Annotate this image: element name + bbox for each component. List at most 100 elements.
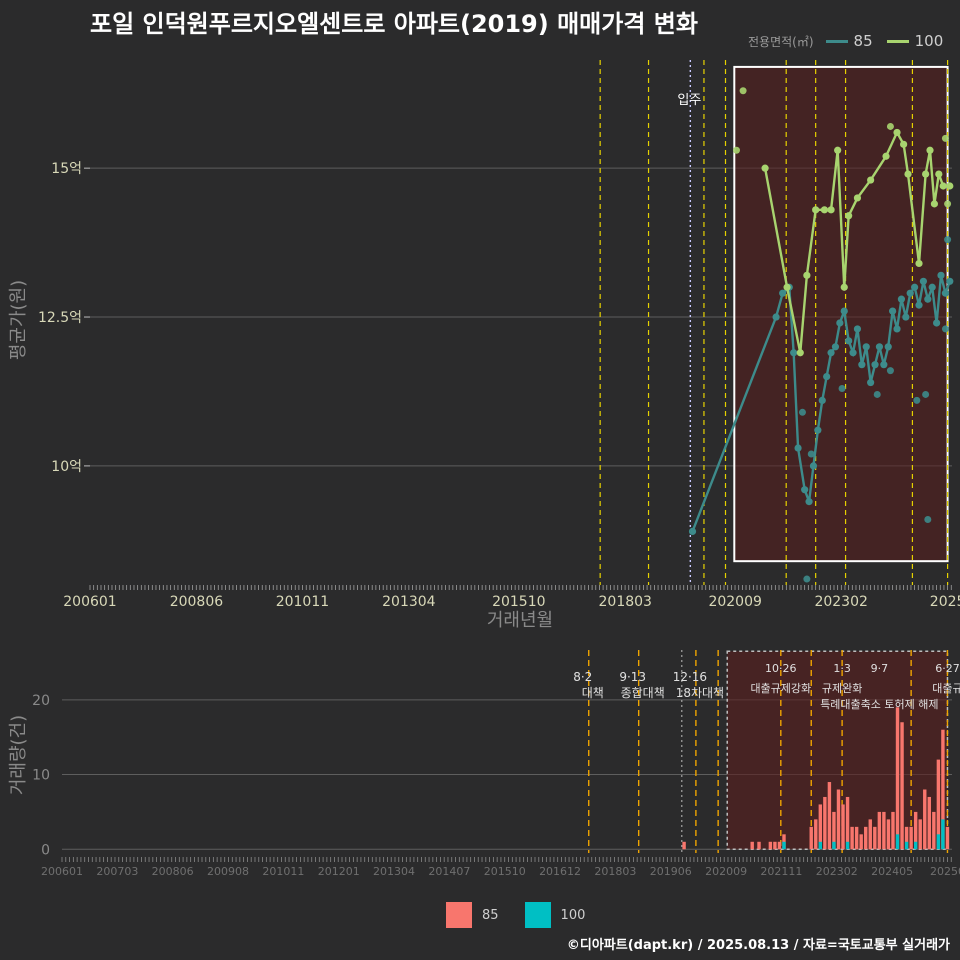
series-point-100 [803, 271, 811, 279]
bar-85 [923, 789, 927, 850]
scatter-point [838, 384, 846, 392]
series-point-85 [794, 444, 802, 452]
policy-date-label: 9·7 [871, 662, 889, 675]
scatter-point [873, 390, 881, 398]
bar-85 [823, 796, 827, 850]
series-point-85 [928, 283, 936, 291]
series-point-85 [946, 277, 954, 285]
scatter-point [924, 515, 932, 523]
series-point-100 [915, 259, 923, 268]
bottom-x-tick-label: 201612 [539, 865, 581, 878]
top-x-axis-label: 거래년월 [487, 610, 553, 631]
legend-bottom-swatch-100 [524, 902, 551, 928]
top-y-tick-label: 10억 [51, 459, 82, 475]
series-point-100 [827, 206, 835, 214]
bar-85 [768, 841, 773, 850]
series-point-85 [801, 486, 809, 494]
scatter-point [733, 146, 740, 154]
bar-85 [850, 826, 854, 850]
series-point-100 [930, 200, 939, 208]
bar-85 [918, 819, 922, 850]
bar-85 [773, 841, 777, 850]
series-point-85 [893, 325, 901, 333]
series-point-100 [820, 206, 829, 214]
bar-85 [927, 796, 931, 850]
bottom-x-tick-label: 200908 [207, 865, 249, 878]
top-x-tick-label: 202302 [814, 594, 867, 610]
bottom-y-tick-label: 10 [32, 768, 50, 784]
series-point-100 [783, 283, 791, 291]
scatter-point [944, 200, 952, 208]
legend-top-swatch-85 [825, 39, 848, 43]
top-x-tick-label: 202009 [708, 594, 761, 610]
series-point-85 [823, 372, 831, 381]
series-point-100 [922, 170, 930, 178]
series-point-85 [862, 343, 870, 351]
bottom-y-tick-label: 0 [41, 842, 50, 858]
series-point-100 [900, 140, 908, 148]
scatter-point [941, 134, 949, 142]
top-y-tick-label: 12.5억 [38, 310, 82, 326]
series-point-85 [897, 295, 906, 303]
bar-85 [832, 811, 836, 850]
policy-date-label: 9·13 [619, 670, 646, 684]
top-x-tick-label: 201011 [276, 594, 329, 610]
legend-top-title: 전용면적(㎡) [748, 34, 814, 49]
bar-85 [818, 804, 823, 850]
scatter-point [913, 396, 921, 404]
scatter-point [886, 122, 894, 130]
series-point-85 [845, 337, 853, 345]
bar-100 [895, 834, 900, 850]
bar-85 [836, 789, 841, 850]
series-point-100 [853, 194, 862, 202]
policy-date-label: 8·2 [573, 670, 592, 684]
series-point-100 [946, 182, 954, 190]
bar-85 [909, 826, 913, 850]
bar-85 [868, 819, 872, 850]
series-point-100 [840, 283, 848, 291]
top-x-tick-label: 200806 [170, 594, 224, 610]
series-point-85 [849, 349, 857, 357]
top-x-tick-label: 200601 [63, 594, 116, 610]
series-point-85 [814, 426, 822, 434]
policy-text-label: 대출규제강화 [750, 682, 811, 695]
legend-top: 전용면적(㎡) 85 100 [748, 32, 951, 50]
bar-85 [777, 841, 782, 850]
series-point-100 [867, 176, 875, 184]
bar-100 [832, 841, 836, 850]
movein-label: 입주 [677, 93, 701, 108]
bar-85 [809, 826, 813, 850]
top-x-tick-label: 201304 [382, 594, 436, 610]
series-point-100 [834, 146, 842, 154]
bar-100 [936, 834, 941, 850]
bar-85 [886, 819, 891, 850]
series-point-100 [761, 164, 769, 172]
bottom-x-tick-label: 202009 [705, 865, 747, 878]
bottom-x-tick-label: 200703 [96, 865, 138, 878]
source-caption: ©디아파트(dapt.kr) / 2025.08.13 / 자료=국토교통부 실… [566, 938, 950, 953]
bar-85 [877, 811, 882, 850]
chart-title: 포일 인덕원푸르지오엘센트로 아파트(2019) 매매가격 변화 [90, 10, 698, 38]
series-point-85 [805, 498, 813, 506]
legend-bottom-label-85: 85 [482, 907, 499, 923]
series-point-85 [688, 527, 697, 536]
series-point-85 [779, 289, 787, 297]
bottom-x-tick-label: 200806 [152, 865, 194, 878]
top-highlight-box [733, 65, 949, 563]
bar-85 [904, 826, 909, 850]
bar-85 [932, 811, 936, 850]
bar-85 [913, 811, 918, 850]
bar-100 [904, 841, 909, 850]
series-point-85 [853, 325, 862, 333]
series-point-100 [904, 170, 912, 178]
bar-85 [682, 841, 686, 850]
bar-85 [757, 841, 761, 850]
series-point-85 [827, 349, 835, 357]
legend-bottom-swatch-85 [446, 902, 472, 928]
legend-top-label-100: 100 [914, 32, 944, 50]
series-point-85 [875, 343, 884, 351]
bar-85 [814, 819, 818, 850]
series-point-85 [871, 361, 879, 369]
scatter-point [807, 450, 815, 458]
scatter-point [798, 408, 806, 416]
